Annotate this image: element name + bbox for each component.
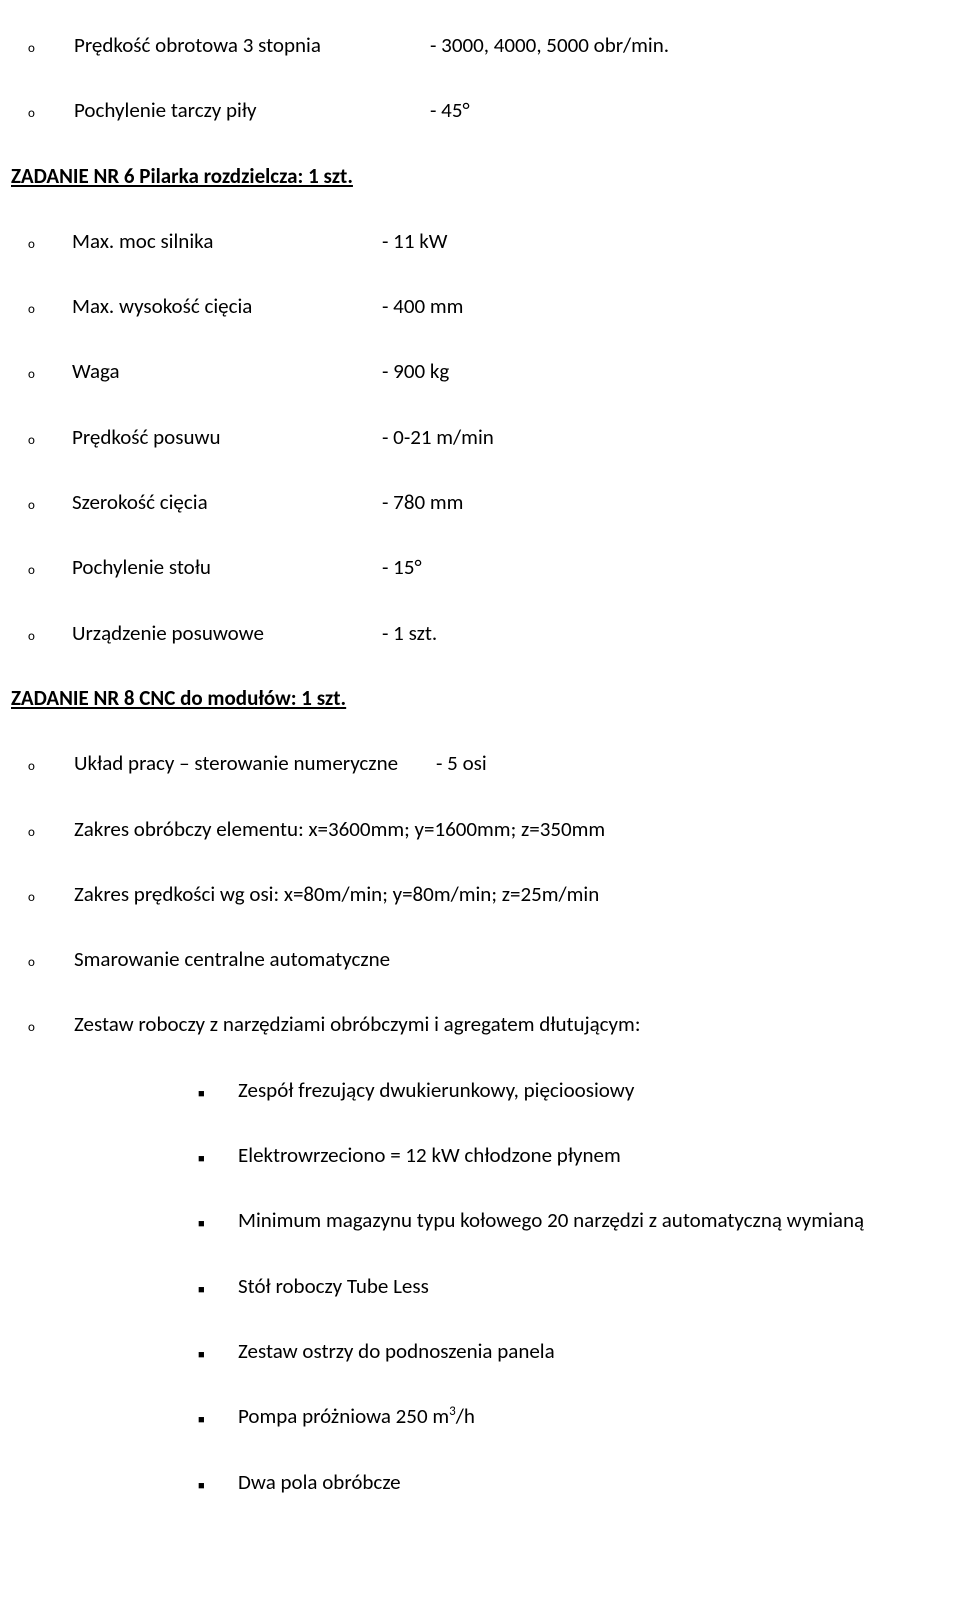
sub-item: ■ Minimum magazynu typu kołowego 20 narz… bbox=[28, 1207, 960, 1234]
spec-value: - 0-21 m/min bbox=[382, 424, 494, 451]
bullet-square-icon: ■ bbox=[198, 1217, 214, 1231]
bullet-circle-icon: o bbox=[28, 890, 44, 907]
bullet-square-icon: ■ bbox=[198, 1413, 214, 1427]
bullet-square-icon: ■ bbox=[198, 1283, 214, 1297]
spec-row: o Zakres prędkości wg osi: x=80m/min; y=… bbox=[28, 881, 960, 908]
spec-row: o Szerokość cięcia - 780 mm bbox=[28, 489, 960, 516]
spec-value: - 5 osi bbox=[436, 750, 487, 777]
bullet-circle-icon: o bbox=[28, 1020, 44, 1037]
spec-label: Prędkość posuwu bbox=[72, 424, 382, 451]
spec-row: o Urządzenie posuwowe - 1 szt. bbox=[28, 620, 960, 647]
bullet-circle-icon: o bbox=[28, 498, 44, 515]
spec-row: o Pochylenie tarczy piły - 45° bbox=[28, 97, 960, 124]
spec-label: Prędkość obrotowa 3 stopnia bbox=[74, 32, 430, 59]
spec-value: - 900 kg bbox=[382, 358, 449, 385]
sub-text: Dwa pola obróbcze bbox=[238, 1469, 401, 1496]
sub-text: Zestaw ostrzy do podnoszenia panela bbox=[238, 1338, 555, 1365]
spec-row: o Max. wysokość cięcia - 400 mm bbox=[28, 293, 960, 320]
sub-item: ■ Elektrowrzeciono = 12 kW chłodzone pły… bbox=[28, 1142, 960, 1169]
spec-value: - 3000, 4000, 5000 obr/min. bbox=[430, 32, 669, 59]
bullet-circle-icon: o bbox=[28, 759, 44, 776]
spec-label: Waga bbox=[72, 358, 382, 385]
spec-label: Pochylenie tarczy piły bbox=[74, 97, 430, 124]
bullet-circle-icon: o bbox=[28, 563, 44, 580]
bullet-circle-icon: o bbox=[28, 106, 44, 123]
bullet-circle-icon: o bbox=[28, 41, 44, 58]
spec-text: Zakres obróbczy elementu: x=3600mm; y=16… bbox=[74, 816, 605, 843]
sub-item: ■ Pompa próżniowa 250 m3/h bbox=[28, 1403, 960, 1430]
spec-row: o Waga - 900 kg bbox=[28, 358, 960, 385]
bullet-circle-icon: o bbox=[28, 302, 44, 319]
spec-value: - 45° bbox=[430, 97, 470, 124]
sub-text: Stół roboczy Tube Less bbox=[238, 1273, 429, 1300]
bullet-circle-icon: o bbox=[28, 433, 44, 450]
spec-row: o Prędkość obrotowa 3 stopnia - 3000, 40… bbox=[28, 32, 960, 59]
bullet-circle-icon: o bbox=[28, 629, 44, 646]
sub-item: ■ Zespół frezujący dwukierunkowy, pięcio… bbox=[28, 1077, 960, 1104]
spec-row: o Pochylenie stołu - 15° bbox=[28, 554, 960, 581]
bullet-circle-icon: o bbox=[28, 955, 44, 972]
spec-label: Max. moc silnika bbox=[72, 228, 382, 255]
spec-row: o Układ pracy – sterowanie numeryczne - … bbox=[28, 750, 960, 777]
spec-value: - 11 kW bbox=[382, 228, 447, 255]
spec-row: o Smarowanie centralne automatyczne bbox=[28, 946, 960, 973]
section-heading: ZADANIE NR 6 Pilarka rozdzielcza: 1 szt. bbox=[0, 163, 960, 190]
section-heading: ZADANIE NR 8 CNC do modułów: 1 szt. bbox=[0, 685, 960, 712]
spec-text: Smarowanie centralne automatyczne bbox=[74, 946, 390, 973]
sub-text: Zespół frezujący dwukierunkowy, pięcioos… bbox=[238, 1077, 634, 1104]
spec-row: o Zestaw roboczy z narzędziami obróbczym… bbox=[28, 1011, 960, 1038]
bullet-square-icon: ■ bbox=[198, 1152, 214, 1166]
spec-value: - 15° bbox=[382, 554, 422, 581]
sub-item: ■ Zestaw ostrzy do podnoszenia panela bbox=[28, 1338, 960, 1365]
bullet-circle-icon: o bbox=[28, 825, 44, 842]
sub-text: Pompa próżniowa 250 m3/h bbox=[238, 1403, 475, 1430]
spec-value: - 400 mm bbox=[382, 293, 463, 320]
bullet-square-icon: ■ bbox=[198, 1479, 214, 1493]
sub-item: ■ Stół roboczy Tube Less bbox=[28, 1273, 960, 1300]
spec-label: Układ pracy – sterowanie numeryczne bbox=[74, 750, 436, 777]
spec-label: Max. wysokość cięcia bbox=[72, 293, 382, 320]
spec-value: - 1 szt. bbox=[382, 620, 437, 647]
bullet-square-icon: ■ bbox=[198, 1087, 214, 1101]
spec-text: Zestaw roboczy z narzędziami obróbczymi … bbox=[74, 1011, 640, 1038]
sub-text: Elektrowrzeciono = 12 kW chłodzone płyne… bbox=[238, 1142, 621, 1169]
sub-item: ■ Dwa pola obróbcze bbox=[28, 1469, 960, 1496]
spec-text: Zakres prędkości wg osi: x=80m/min; y=80… bbox=[74, 881, 599, 908]
spec-label: Szerokość cięcia bbox=[72, 489, 382, 516]
spec-label: Pochylenie stołu bbox=[72, 554, 382, 581]
spec-row: o Zakres obróbczy elementu: x=3600mm; y=… bbox=[28, 816, 960, 843]
bullet-circle-icon: o bbox=[28, 367, 44, 384]
spec-label: Urządzenie posuwowe bbox=[72, 620, 382, 647]
bullet-square-icon: ■ bbox=[198, 1348, 214, 1362]
bullet-circle-icon: o bbox=[28, 237, 44, 254]
spec-row: o Max. moc silnika - 11 kW bbox=[28, 228, 960, 255]
spec-value: - 780 mm bbox=[382, 489, 463, 516]
spec-row: o Prędkość posuwu - 0-21 m/min bbox=[28, 424, 960, 451]
sub-text: Minimum magazynu typu kołowego 20 narzęd… bbox=[238, 1207, 864, 1234]
